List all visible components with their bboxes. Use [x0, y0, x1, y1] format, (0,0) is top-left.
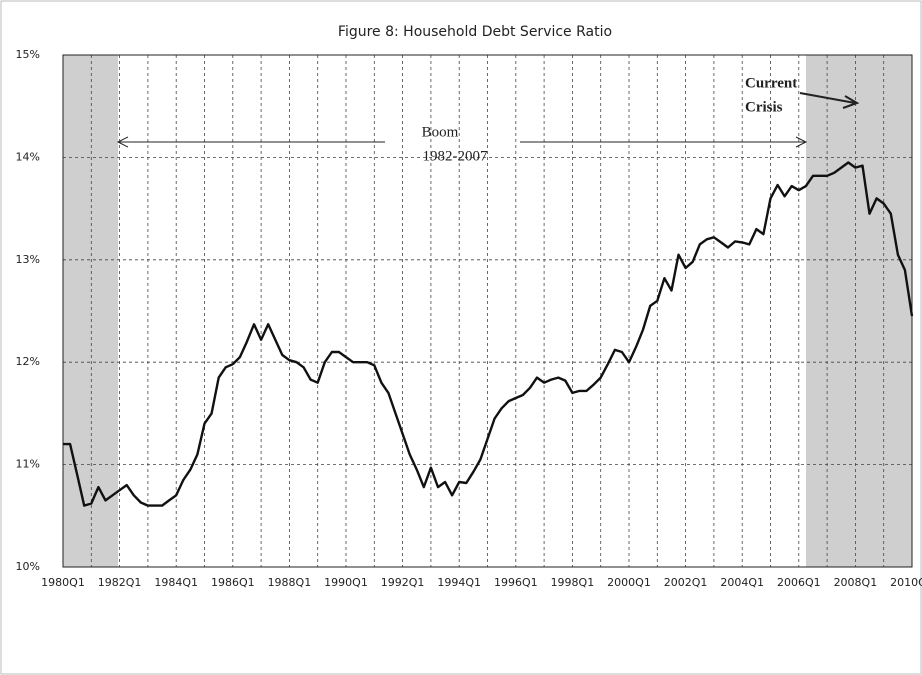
x-tick-label: 1988Q1	[268, 576, 312, 589]
y-tick-label: 13%	[16, 253, 40, 266]
y-tick-label: 15%	[16, 48, 40, 61]
y-tick-label: 12%	[16, 355, 40, 368]
arrow-head	[795, 136, 808, 148]
grid	[62, 54, 913, 568]
x-tick-label: 2000Q1	[607, 576, 651, 589]
shaded-region	[806, 55, 912, 567]
arrow	[799, 92, 856, 104]
x-tick-label: 2002Q1	[664, 576, 708, 589]
annotation: Boom	[422, 124, 459, 140]
x-tick-label: 1994Q1	[437, 576, 481, 589]
y-tick-label: 10%	[16, 560, 40, 573]
y-tick-label: 14%	[16, 150, 40, 163]
x-tick-label: 1980Q1	[41, 576, 85, 589]
x-tick-label: 1984Q1	[154, 576, 198, 589]
annotation: Crisis	[745, 99, 783, 115]
chart-title: Figure 8: Household Debt Service Ratio	[338, 24, 612, 40]
arrow-head	[842, 95, 860, 109]
plot-border	[62, 54, 913, 568]
shaded-region	[63, 55, 118, 567]
annotation: 1982-2007	[423, 148, 488, 164]
annotation: Current	[745, 75, 797, 91]
data-line	[63, 161, 914, 507]
x-tick-label: 1986Q1	[211, 576, 255, 589]
x-tick-label: 1992Q1	[381, 576, 425, 589]
x-tick-label: 2006Q1	[777, 576, 821, 589]
x-tick-label: 1982Q1	[98, 576, 142, 589]
x-tick-label: 2010Q1	[890, 576, 922, 589]
x-tick-label: 1998Q1	[551, 576, 595, 589]
arrow-head	[116, 136, 129, 148]
y-tick-label: 11%	[16, 458, 40, 471]
x-tick-label: 2004Q1	[720, 576, 764, 589]
x-tick-label: 2008Q1	[834, 576, 878, 589]
x-tick-label: 1990Q1	[324, 576, 368, 589]
x-tick-label: 1996Q1	[494, 576, 538, 589]
